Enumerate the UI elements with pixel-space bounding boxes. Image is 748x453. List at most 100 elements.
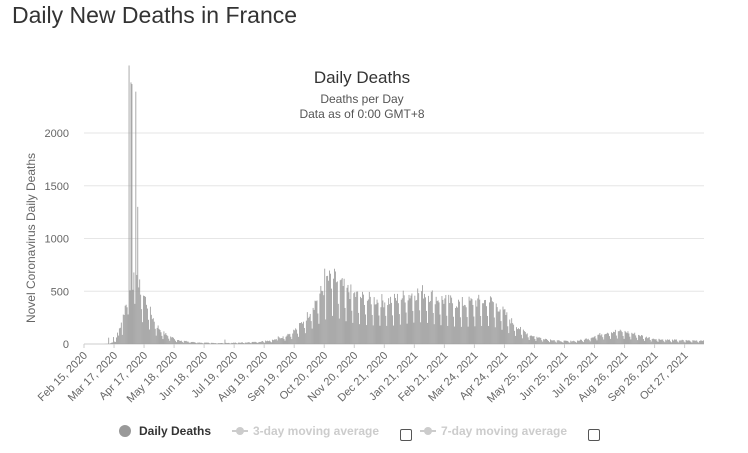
daily-deaths-bar — [475, 300, 477, 344]
daily-deaths-bar — [682, 340, 684, 344]
ma3-checkbox[interactable] — [400, 429, 412, 441]
daily-deaths-bar — [296, 329, 298, 344]
daily-deaths-bar — [240, 342, 241, 344]
daily-deaths-bar — [560, 341, 562, 344]
daily-deaths-bar — [660, 340, 662, 344]
daily-deaths-bar — [574, 341, 576, 344]
daily-deaths-bar — [389, 304, 391, 344]
daily-deaths-bar — [486, 306, 487, 344]
chart-subtitle-2: Data as of 0:00 GMT+8 — [299, 107, 424, 121]
daily-deaths-bar — [694, 340, 696, 344]
daily-deaths-bar — [554, 341, 556, 344]
daily-deaths-bar — [310, 321, 312, 344]
daily-deaths-bar — [606, 333, 608, 344]
daily-deaths-bar — [183, 340, 185, 344]
daily-deaths-bar — [551, 340, 552, 344]
daily-deaths-bar — [570, 340, 572, 344]
daily-deaths-bar — [178, 339, 179, 344]
daily-deaths-bar — [569, 342, 571, 344]
daily-deaths-bar — [542, 341, 544, 344]
daily-deaths-bar — [201, 342, 203, 344]
daily-deaths-bar — [421, 291, 423, 344]
daily-deaths-bar — [670, 341, 671, 344]
daily-deaths-bar — [499, 309, 501, 344]
chart-legend: Daily Deaths 3-day moving average 7-day … — [0, 424, 748, 444]
daily-deaths-bar — [493, 317, 495, 344]
daily-deaths-bar — [649, 340, 651, 344]
daily-deaths-bar — [520, 326, 521, 344]
daily-deaths-bar — [471, 299, 473, 344]
daily-deaths-bar — [414, 295, 416, 344]
daily-deaths-bar — [441, 296, 443, 344]
daily-deaths-bar — [391, 302, 392, 344]
daily-deaths-bar — [111, 342, 113, 344]
daily-deaths-bar — [347, 284, 349, 344]
daily-deaths-bar — [538, 337, 540, 344]
daily-deaths-bar — [535, 340, 537, 344]
daily-deaths-bar — [175, 340, 176, 344]
daily-deaths-bar — [120, 322, 122, 344]
daily-deaths-bar — [297, 333, 299, 344]
daily-deaths-bar — [619, 329, 621, 344]
daily-deaths-bar — [623, 338, 625, 344]
daily-deaths-bar — [153, 321, 155, 344]
daily-deaths-bar — [136, 274, 138, 344]
daily-deaths-bar — [156, 327, 158, 344]
daily-deaths-bar — [396, 300, 397, 344]
daily-deaths-bar — [504, 309, 506, 344]
daily-deaths-bar — [232, 342, 234, 344]
daily-deaths-bar — [159, 329, 161, 344]
daily-deaths-bar — [171, 337, 173, 344]
daily-deaths-bar — [122, 314, 124, 344]
daily-deaths-bar — [363, 294, 364, 344]
daily-deaths-bar — [385, 315, 387, 344]
legend-daily-deaths[interactable]: Daily Deaths — [119, 424, 211, 438]
daily-deaths-bar — [273, 339, 275, 344]
daily-deaths-bar — [458, 299, 459, 344]
daily-deaths-bar — [316, 300, 318, 344]
daily-deaths-bar — [567, 341, 569, 344]
daily-deaths-bar — [488, 325, 489, 344]
daily-deaths-bar — [318, 323, 320, 344]
daily-deaths-bar — [639, 335, 640, 344]
daily-deaths-bar — [303, 327, 305, 344]
daily-deaths-bar — [428, 302, 430, 344]
daily-deaths-bar — [336, 281, 338, 344]
y-axis-ticks: 0 500 1000 1500 2000 — [45, 128, 69, 351]
daily-deaths-bar — [595, 338, 597, 344]
daily-deaths-bar — [306, 312, 308, 344]
ma7-checkbox[interactable] — [588, 429, 600, 441]
daily-deaths-bar — [476, 306, 478, 344]
daily-deaths-bar — [534, 339, 536, 344]
daily-deaths-bar — [519, 329, 520, 344]
daily-deaths-bar — [128, 65, 130, 344]
daily-deaths-bar — [450, 295, 452, 344]
daily-deaths-bar — [398, 314, 400, 344]
daily-deaths-bar — [448, 294, 450, 344]
daily-deaths-bar — [468, 296, 470, 344]
daily-deaths-bar — [576, 342, 578, 344]
daily-deaths-bar — [221, 342, 223, 344]
legend-7-day-moving-average[interactable]: 7-day moving average — [420, 424, 567, 438]
daily-deaths-bar — [522, 329, 524, 344]
daily-deaths-bar — [395, 297, 396, 344]
legend-3-day-moving-average[interactable]: 3-day moving average — [232, 424, 379, 438]
daily-deaths-bar — [147, 308, 148, 344]
daily-deaths-bar — [351, 310, 353, 344]
daily-deaths-bar — [270, 341, 271, 344]
daily-deaths-bar — [165, 333, 167, 344]
daily-deaths-bar — [191, 342, 193, 344]
daily-deaths-bar — [565, 340, 567, 344]
daily-deaths-bar — [245, 342, 247, 344]
daily-deaths-bar — [263, 342, 265, 344]
daily-deaths-bar — [290, 336, 292, 344]
daily-deaths-bar — [551, 340, 553, 344]
daily-deaths-bar — [489, 302, 490, 344]
daily-deaths-bar — [644, 340, 645, 344]
daily-deaths-bar — [624, 330, 626, 344]
daily-deaths-bar — [612, 333, 613, 344]
daily-deaths-bar — [364, 304, 365, 344]
daily-deaths-bar — [314, 300, 316, 344]
daily-deaths-bar — [644, 337, 646, 344]
daily-deaths-bar — [117, 335, 119, 344]
